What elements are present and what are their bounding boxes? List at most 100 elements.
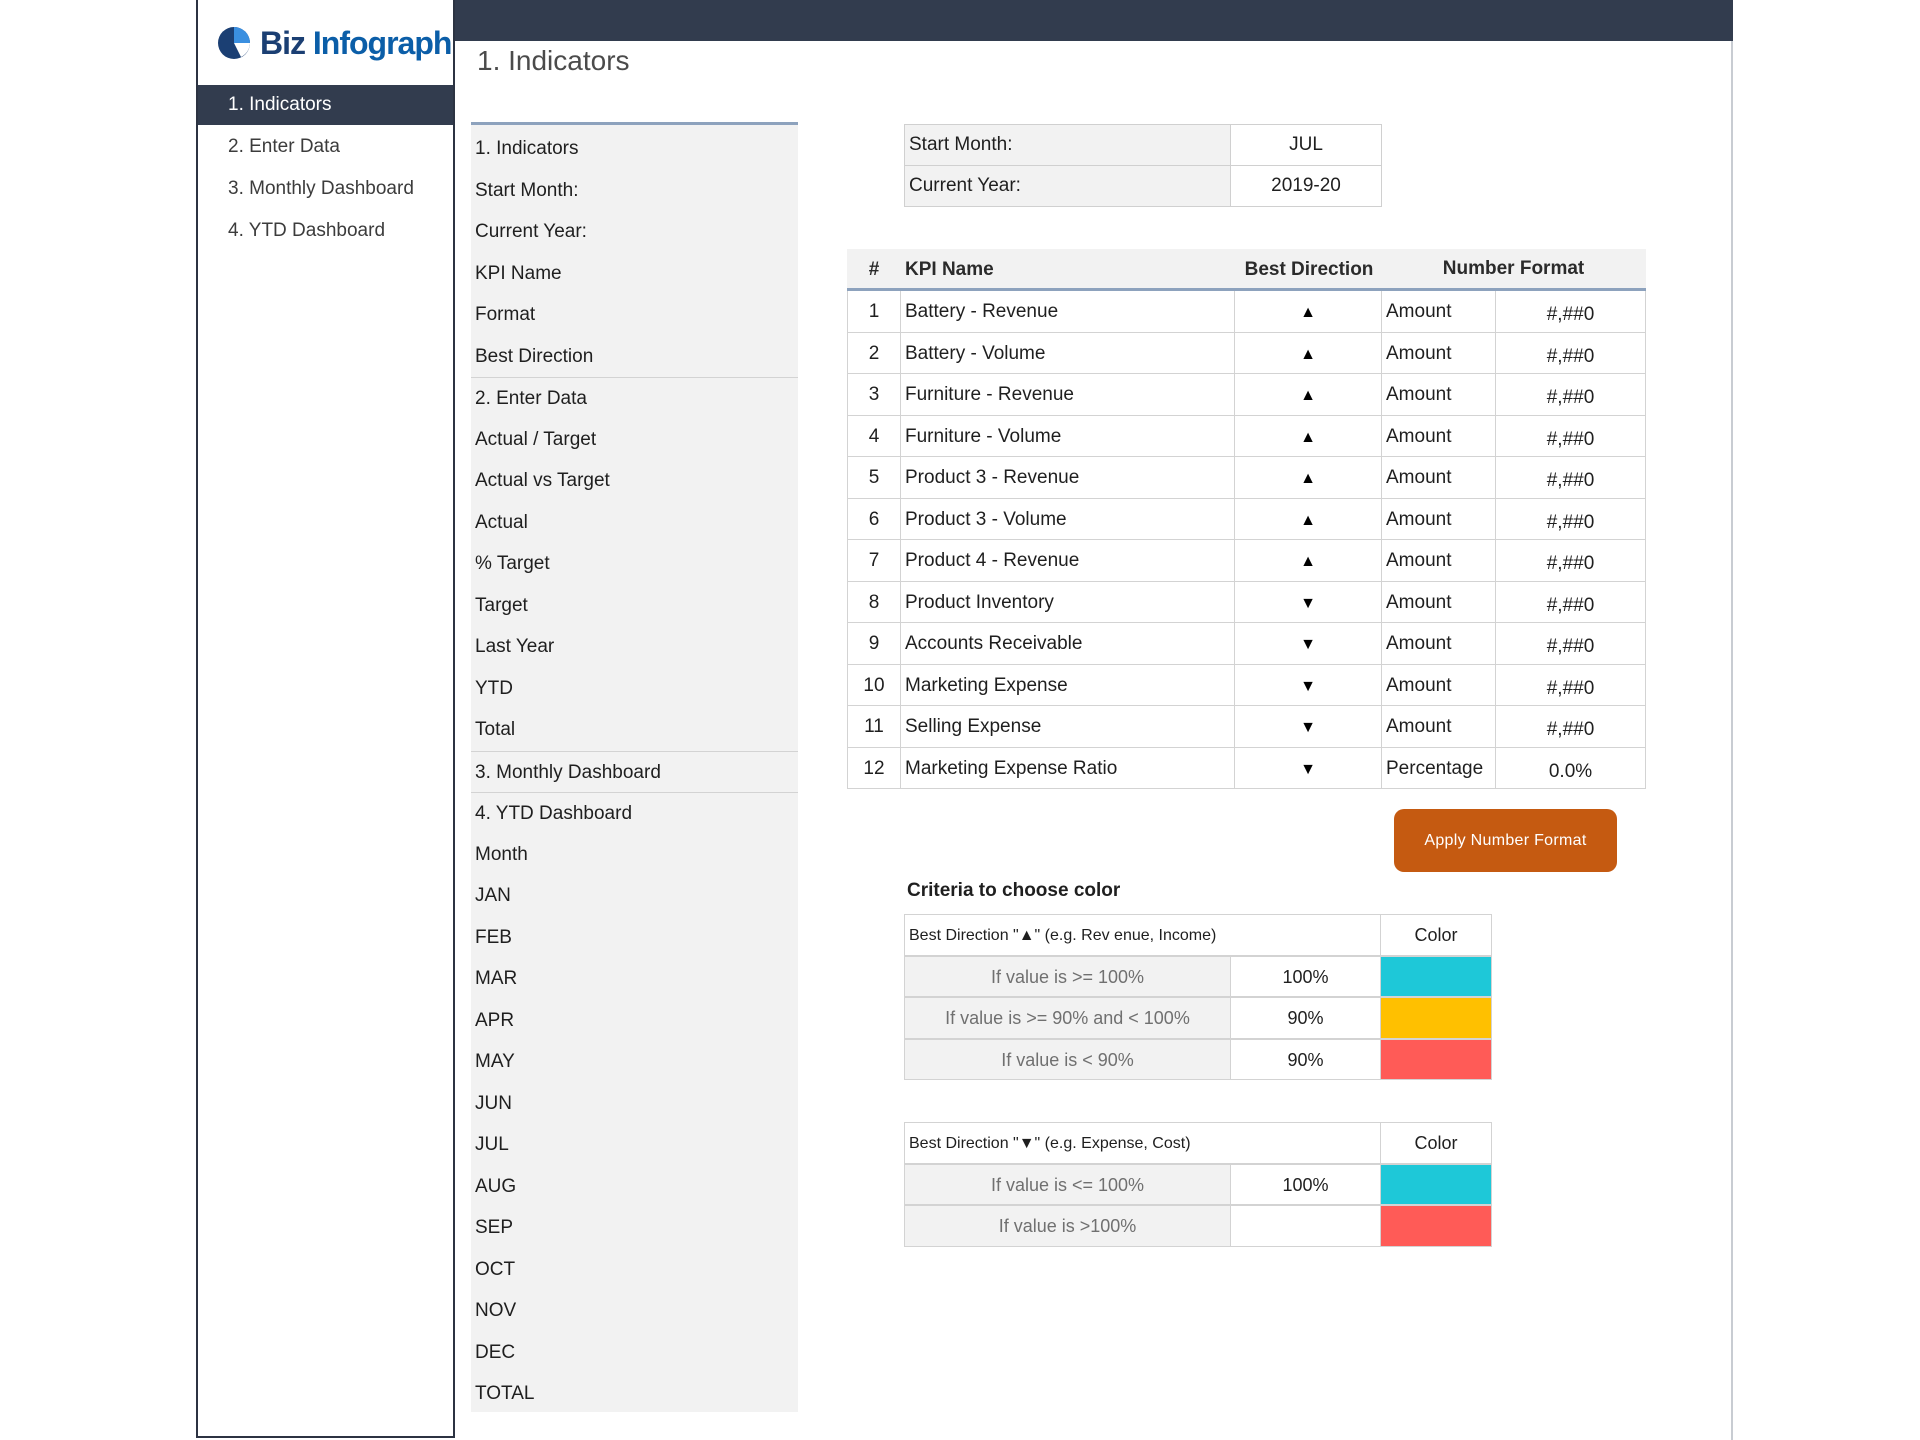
best-direction-cell[interactable]: ▲ — [1235, 291, 1382, 333]
sidebar-item-monthly-dashboard[interactable]: 3. Monthly Dashboard — [228, 178, 414, 199]
kpi-name-cell[interactable]: Product 3 - Revenue — [901, 457, 1235, 499]
names-list-item: Month — [475, 843, 528, 865]
format-code-cell[interactable]: #,##0 — [1496, 332, 1646, 374]
format-code-cell[interactable]: #,##0 — [1496, 291, 1646, 333]
best-direction-cell[interactable]: ▲ — [1235, 415, 1382, 457]
format-code-cell[interactable]: #,##0 — [1496, 374, 1646, 416]
format-type-cell[interactable]: Amount — [1382, 498, 1496, 540]
format-type-cell[interactable]: Amount — [1382, 415, 1496, 457]
kpi-name-cell[interactable]: Marketing Expense Ratio — [901, 747, 1235, 789]
sidebar-item-indicators[interactable]: 1. Indicators — [198, 85, 453, 125]
format-code-cell[interactable]: #,##0 — [1496, 664, 1646, 706]
format-type-cell[interactable]: Amount — [1382, 374, 1496, 416]
format-code-cell[interactable]: #,##0 — [1496, 706, 1646, 748]
format-code-cell[interactable]: #,##0 — [1496, 457, 1646, 499]
best-direction-cell[interactable]: ▼ — [1235, 581, 1382, 623]
kpi-name-cell[interactable]: Furniture - Revenue — [901, 374, 1235, 416]
names-list-item: FEB — [475, 926, 512, 948]
format-code-cell[interactable]: #,##0 — [1496, 581, 1646, 623]
format-type-cell[interactable]: Amount — [1382, 540, 1496, 582]
format-code-cell[interactable]: 0.0% — [1496, 747, 1646, 789]
table-row: 8 Product Inventory ▼ Amount #,##0 — [847, 581, 1646, 623]
best-direction-cell[interactable]: ▼ — [1235, 706, 1382, 748]
criteria-color-swatch[interactable] — [1380, 1038, 1492, 1080]
arrow-up-icon: ▲ — [1300, 428, 1316, 446]
names-list-item: MAY — [475, 1051, 515, 1072]
kpi-number-cell: 4 — [847, 415, 901, 457]
format-code-cell[interactable]: #,##0 — [1496, 415, 1646, 457]
table-row: 4 Furniture - Volume ▲ Amount #,##0 — [847, 415, 1646, 457]
names-list-item: 3. Monthly Dashboard — [471, 750, 798, 793]
criteria-threshold-value[interactable]: 90% — [1230, 1038, 1381, 1080]
sidebar-item-ytd-dashboard[interactable]: 4. YTD Dashboard — [228, 220, 386, 241]
names-list-item: APR — [475, 1009, 515, 1031]
kpi-name-cell[interactable]: Marketing Expense — [901, 664, 1235, 706]
format-type-cell[interactable]: Amount — [1382, 706, 1496, 748]
format-type-cell[interactable]: Amount — [1382, 332, 1496, 374]
format-type-cell[interactable]: Amount — [1382, 664, 1496, 706]
format-type-cell[interactable]: Amount — [1382, 457, 1496, 499]
criteria-threshold-value[interactable]: 90% — [1230, 997, 1381, 1039]
criteria-condition: If value is >100% — [904, 1205, 1231, 1247]
best-direction-cell[interactable]: ▲ — [1235, 332, 1382, 374]
format-code-cell[interactable]: #,##0 — [1496, 623, 1646, 665]
kpi-name-cell[interactable]: Furniture - Volume — [901, 415, 1235, 457]
current-year-value[interactable]: 2019-20 — [1230, 165, 1382, 207]
format-code-cell[interactable]: #,##0 — [1496, 498, 1646, 540]
criteria-color-swatch[interactable] — [1380, 955, 1492, 997]
apply-number-format-button[interactable]: Apply Number Format — [1394, 809, 1617, 872]
best-direction-cell[interactable]: ▼ — [1235, 623, 1382, 665]
kpi-name-cell[interactable]: Product 3 - Volume — [901, 498, 1235, 540]
kpi-name-cell[interactable]: Battery - Revenue — [901, 291, 1235, 333]
best-direction-cell[interactable]: ▲ — [1235, 374, 1382, 416]
best-direction-cell[interactable]: ▲ — [1235, 498, 1382, 540]
kpi-number-cell: 6 — [847, 498, 901, 540]
criteria-threshold-value[interactable]: 100% — [1230, 955, 1381, 997]
header-number-format: Number Format — [1442, 258, 1585, 279]
start-month-value[interactable]: JUL — [1230, 124, 1382, 166]
format-type-cell[interactable]: Percentage — [1382, 747, 1496, 789]
kpi-name-cell[interactable]: Product Inventory — [901, 581, 1235, 623]
kpi-name-cell[interactable]: Battery - Volume — [901, 332, 1235, 374]
arrow-up-icon: ▲ — [1300, 304, 1316, 321]
arrow-up-icon: ▲ — [1300, 511, 1316, 529]
criteria-down-header: Best Direction "▼" (e.g. Expense, Cost) — [904, 1122, 1381, 1164]
format-code-cell[interactable]: #,##0 — [1496, 540, 1646, 582]
format-type-cell[interactable]: Amount — [1382, 623, 1496, 665]
criteria-threshold-value[interactable]: 100% — [1230, 1163, 1381, 1205]
header-kpi-name: KPI Name — [905, 259, 994, 280]
format-type-cell[interactable]: Amount — [1382, 581, 1496, 623]
names-list-item: JUN — [475, 1092, 512, 1114]
names-list-item: AUG — [475, 1175, 517, 1197]
names-list-item: SEP — [475, 1217, 514, 1238]
names-list-item: 1. Indicators — [475, 138, 579, 159]
sidebar-item-enter-data[interactable]: 2. Enter Data — [228, 136, 340, 157]
criteria-color-swatch[interactable] — [1380, 1205, 1492, 1247]
kpi-name-cell[interactable]: Selling Expense — [901, 706, 1235, 748]
names-list-item: Format — [475, 304, 536, 325]
arrow-down-icon: ▼ — [1300, 636, 1316, 653]
arrow-up-icon: ▲ — [1300, 345, 1316, 363]
page-title: 1. Indicators — [477, 45, 630, 76]
kpi-name-cell[interactable]: Accounts Receivable — [901, 623, 1235, 665]
best-direction-cell[interactable]: ▲ — [1235, 457, 1382, 499]
criteria-color-swatch[interactable] — [1380, 1163, 1492, 1205]
table-row: 11 Selling Expense ▼ Amount #,##0 — [847, 706, 1646, 748]
criteria-color-swatch[interactable] — [1380, 997, 1492, 1039]
kpi-name-cell[interactable]: Product 4 - Revenue — [901, 540, 1235, 582]
best-direction-cell[interactable]: ▼ — [1235, 747, 1382, 789]
table-row: 9 Accounts Receivable ▼ Amount #,##0 — [847, 623, 1646, 665]
best-direction-cell[interactable]: ▼ — [1235, 664, 1382, 706]
format-type-cell[interactable]: Amount — [1382, 291, 1496, 333]
table-row: 1 Battery - Revenue ▲ Amount #,##0 — [847, 291, 1646, 333]
names-list-item: Actual vs Target — [475, 470, 610, 491]
names-list-item: KPI Name — [475, 262, 562, 284]
names-list-item: MAR — [475, 968, 518, 989]
brand-name: Biz Infograph — [260, 25, 452, 62]
names-list-item: 4. YTD Dashboard — [471, 792, 798, 834]
criteria-threshold-value[interactable] — [1230, 1205, 1381, 1247]
best-direction-cell[interactable]: ▲ — [1235, 540, 1382, 582]
kpi-table-header: # KPI Name Best Direction Number Format — [847, 249, 1646, 291]
kpi-number-cell: 9 — [847, 623, 901, 665]
kpi-number-cell: 12 — [847, 747, 901, 789]
